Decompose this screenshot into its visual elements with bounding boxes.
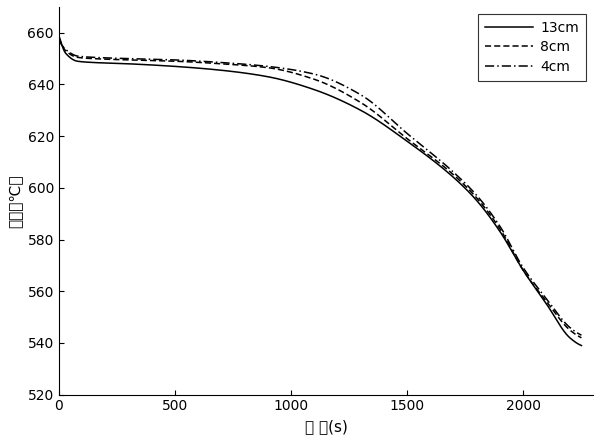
4cm [310,71,317,76]
13cm [310,86,317,92]
13cm [82,60,89,65]
13cm [578,343,585,348]
8cm [467,188,474,194]
4cm [578,333,585,338]
13cm [562,331,569,336]
Y-axis label: 温度（℃）: 温度（℃） [7,174,22,228]
13cm [563,332,570,337]
Line: 8cm: 8cm [59,38,581,338]
4cm [55,38,62,43]
4cm [562,321,569,326]
Line: 13cm: 13cm [59,35,581,346]
4cm [296,68,303,74]
Line: 4cm: 4cm [59,41,581,335]
13cm [467,191,474,196]
4cm [467,186,474,191]
8cm [310,76,317,82]
4cm [82,54,89,60]
8cm [562,324,569,329]
4cm [563,321,570,327]
8cm [296,72,303,77]
Legend: 13cm, 8cm, 4cm: 13cm, 8cm, 4cm [478,14,586,81]
8cm [578,335,585,340]
13cm [55,33,62,38]
X-axis label: 时 间(s): 时 间(s) [305,419,347,434]
8cm [55,35,62,41]
8cm [82,56,89,61]
8cm [563,324,570,329]
13cm [296,82,303,87]
